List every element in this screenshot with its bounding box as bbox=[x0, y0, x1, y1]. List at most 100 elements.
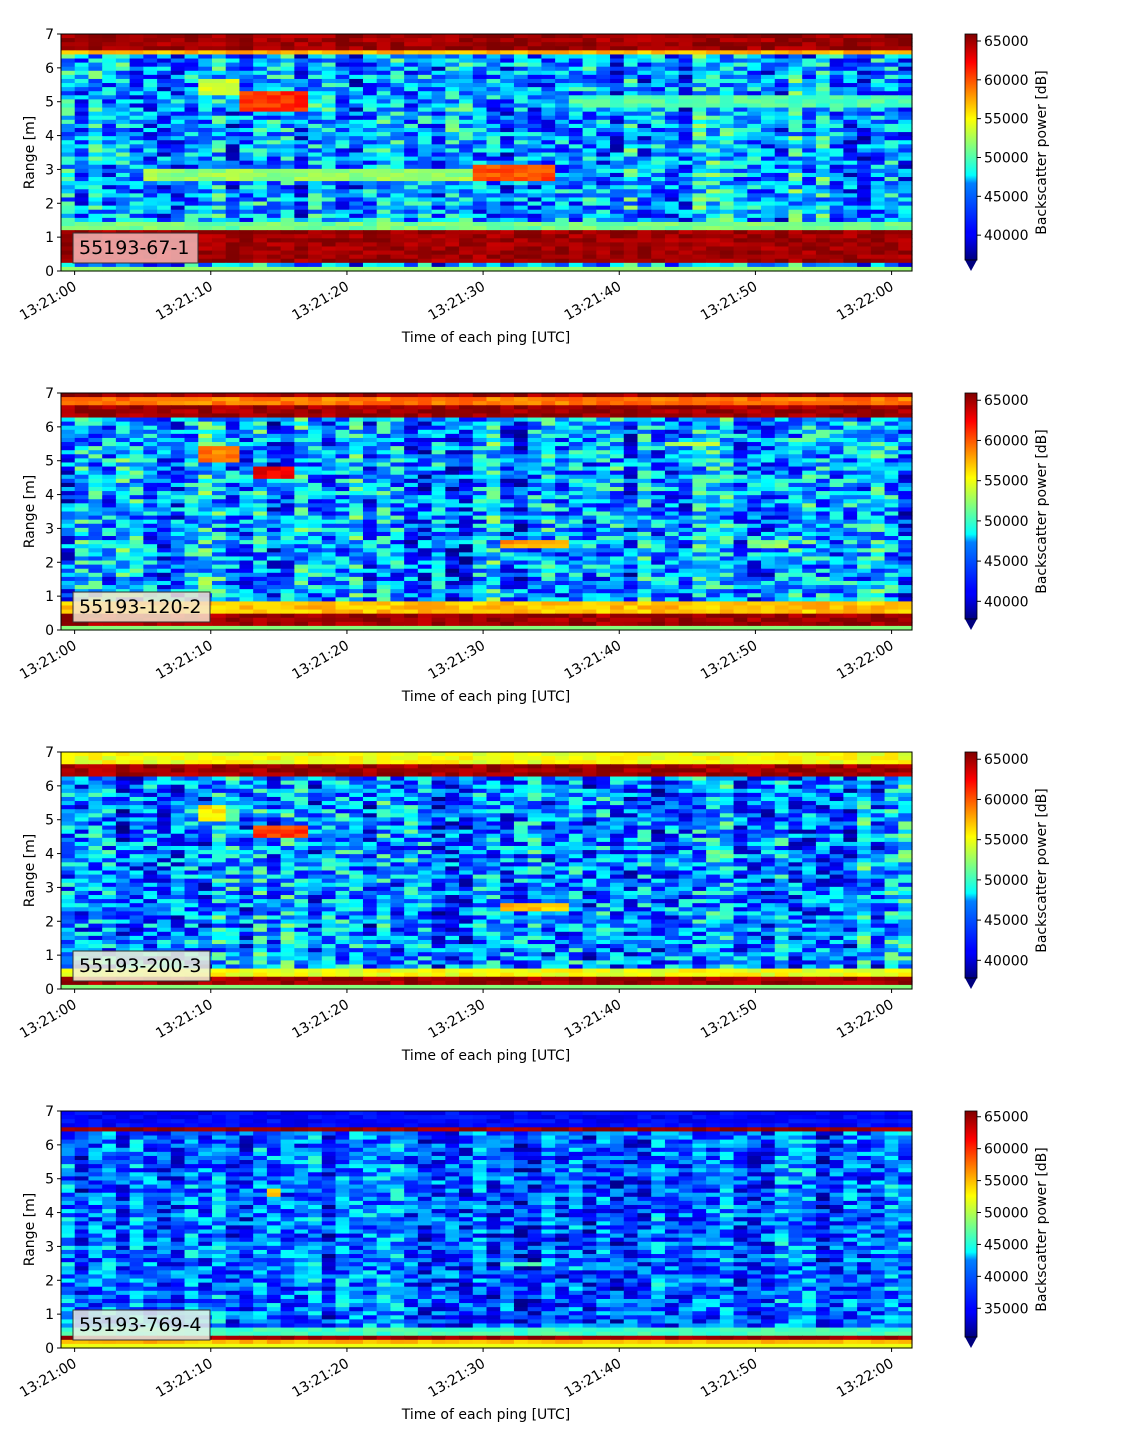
heatmap-cell bbox=[212, 161, 226, 166]
heatmap-cell bbox=[239, 87, 253, 92]
heatmap-cell bbox=[349, 210, 363, 215]
heatmap-cell bbox=[294, 206, 308, 211]
heatmap-cell bbox=[830, 34, 844, 39]
heatmap-cell bbox=[88, 263, 102, 268]
heatmap-cell bbox=[871, 442, 885, 447]
heatmap-cell bbox=[157, 161, 171, 166]
heatmap-cell bbox=[747, 63, 761, 68]
heatmap-cell bbox=[171, 401, 185, 406]
heatmap-cell bbox=[116, 128, 130, 133]
heatmap-cell bbox=[569, 136, 583, 141]
heatmap-cell bbox=[514, 63, 528, 68]
heatmap-cell bbox=[253, 173, 267, 178]
heatmap-cell bbox=[775, 136, 789, 141]
heatmap-cell bbox=[541, 251, 555, 256]
heatmap-cell bbox=[747, 79, 761, 84]
heatmap-cell bbox=[885, 34, 899, 39]
heatmap-cell bbox=[747, 108, 761, 113]
heatmap-cell bbox=[610, 251, 624, 256]
heatmap-cell bbox=[528, 112, 542, 117]
heatmap-cell bbox=[624, 413, 638, 418]
heatmap-cell bbox=[212, 442, 226, 447]
heatmap-cell bbox=[528, 409, 542, 414]
heatmap-cell bbox=[239, 108, 253, 113]
heatmap-cell bbox=[171, 197, 185, 202]
heatmap-cell bbox=[239, 210, 253, 215]
heatmap-cell bbox=[528, 79, 542, 84]
heatmap-cell bbox=[459, 259, 473, 264]
heatmap-cell bbox=[102, 226, 116, 231]
heatmap-cell bbox=[363, 124, 377, 129]
heatmap-cell bbox=[487, 140, 501, 145]
heatmap-cell bbox=[226, 181, 240, 186]
heatmap-cell bbox=[830, 128, 844, 133]
heatmap-cell bbox=[747, 210, 761, 215]
heatmap-cell bbox=[898, 169, 912, 174]
heatmap-cell bbox=[788, 214, 802, 219]
heatmap-cell bbox=[583, 434, 597, 439]
heatmap-cell bbox=[88, 446, 102, 451]
heatmap-cell bbox=[596, 242, 610, 247]
heatmap-cell bbox=[363, 242, 377, 247]
heatmap-cell bbox=[665, 136, 679, 141]
heatmap-cell bbox=[363, 471, 377, 476]
heatmap-cell bbox=[816, 246, 830, 251]
heatmap-cell bbox=[418, 458, 432, 463]
heatmap-cell bbox=[171, 422, 185, 427]
heatmap-cell bbox=[761, 202, 775, 207]
heatmap-cell bbox=[816, 214, 830, 219]
heatmap-cell bbox=[692, 87, 706, 92]
heatmap-cell bbox=[459, 34, 473, 39]
heatmap-cell bbox=[445, 75, 459, 80]
heatmap-cell bbox=[706, 169, 720, 174]
heatmap-cell bbox=[830, 259, 844, 264]
heatmap-cell bbox=[857, 144, 871, 149]
heatmap-cell bbox=[871, 458, 885, 463]
heatmap-cell bbox=[706, 79, 720, 84]
heatmap-cell bbox=[459, 467, 473, 472]
heatmap-cell bbox=[871, 173, 885, 178]
heatmap-cell bbox=[281, 173, 295, 178]
heatmap-cell bbox=[514, 467, 528, 472]
heatmap-cell bbox=[473, 393, 487, 398]
heatmap-cell bbox=[514, 405, 528, 410]
heatmap-cell bbox=[143, 426, 157, 431]
heatmap-cell bbox=[885, 87, 899, 92]
heatmap-cell bbox=[596, 450, 610, 455]
heatmap-cell bbox=[363, 99, 377, 104]
heatmap-cell bbox=[500, 128, 514, 133]
heatmap-cell bbox=[857, 120, 871, 125]
heatmap-cell bbox=[898, 426, 912, 431]
heatmap-cell bbox=[514, 430, 528, 435]
heatmap-cell bbox=[679, 234, 693, 239]
heatmap-cell bbox=[253, 462, 267, 467]
heatmap-cell bbox=[651, 251, 665, 256]
heatmap-cell bbox=[267, 401, 281, 406]
heatmap-cell bbox=[830, 132, 844, 137]
heatmap-cell bbox=[171, 161, 185, 166]
heatmap-cell bbox=[253, 185, 267, 190]
heatmap-cell bbox=[336, 140, 350, 145]
heatmap-cell bbox=[788, 50, 802, 55]
heatmap-cell bbox=[349, 140, 363, 145]
heatmap-cell bbox=[747, 462, 761, 467]
heatmap-cell bbox=[61, 116, 75, 121]
heatmap-cell bbox=[857, 132, 871, 137]
heatmap-cell bbox=[445, 206, 459, 211]
heatmap-cell bbox=[692, 450, 706, 455]
heatmap-cell bbox=[734, 144, 748, 149]
heatmap-cell bbox=[267, 112, 281, 117]
heatmap-cell bbox=[390, 83, 404, 88]
heatmap-cell bbox=[528, 430, 542, 435]
heatmap-cell bbox=[871, 185, 885, 190]
heatmap-cell bbox=[514, 206, 528, 211]
heatmap-cell bbox=[116, 467, 130, 472]
heatmap-cell bbox=[445, 71, 459, 76]
heatmap-cell bbox=[377, 467, 391, 472]
heatmap-cell bbox=[198, 112, 212, 117]
heatmap-cell bbox=[528, 197, 542, 202]
heatmap-cell bbox=[555, 173, 569, 178]
heatmap-cell bbox=[816, 401, 830, 406]
heatmap-cell bbox=[171, 426, 185, 431]
heatmap-cell bbox=[336, 116, 350, 121]
